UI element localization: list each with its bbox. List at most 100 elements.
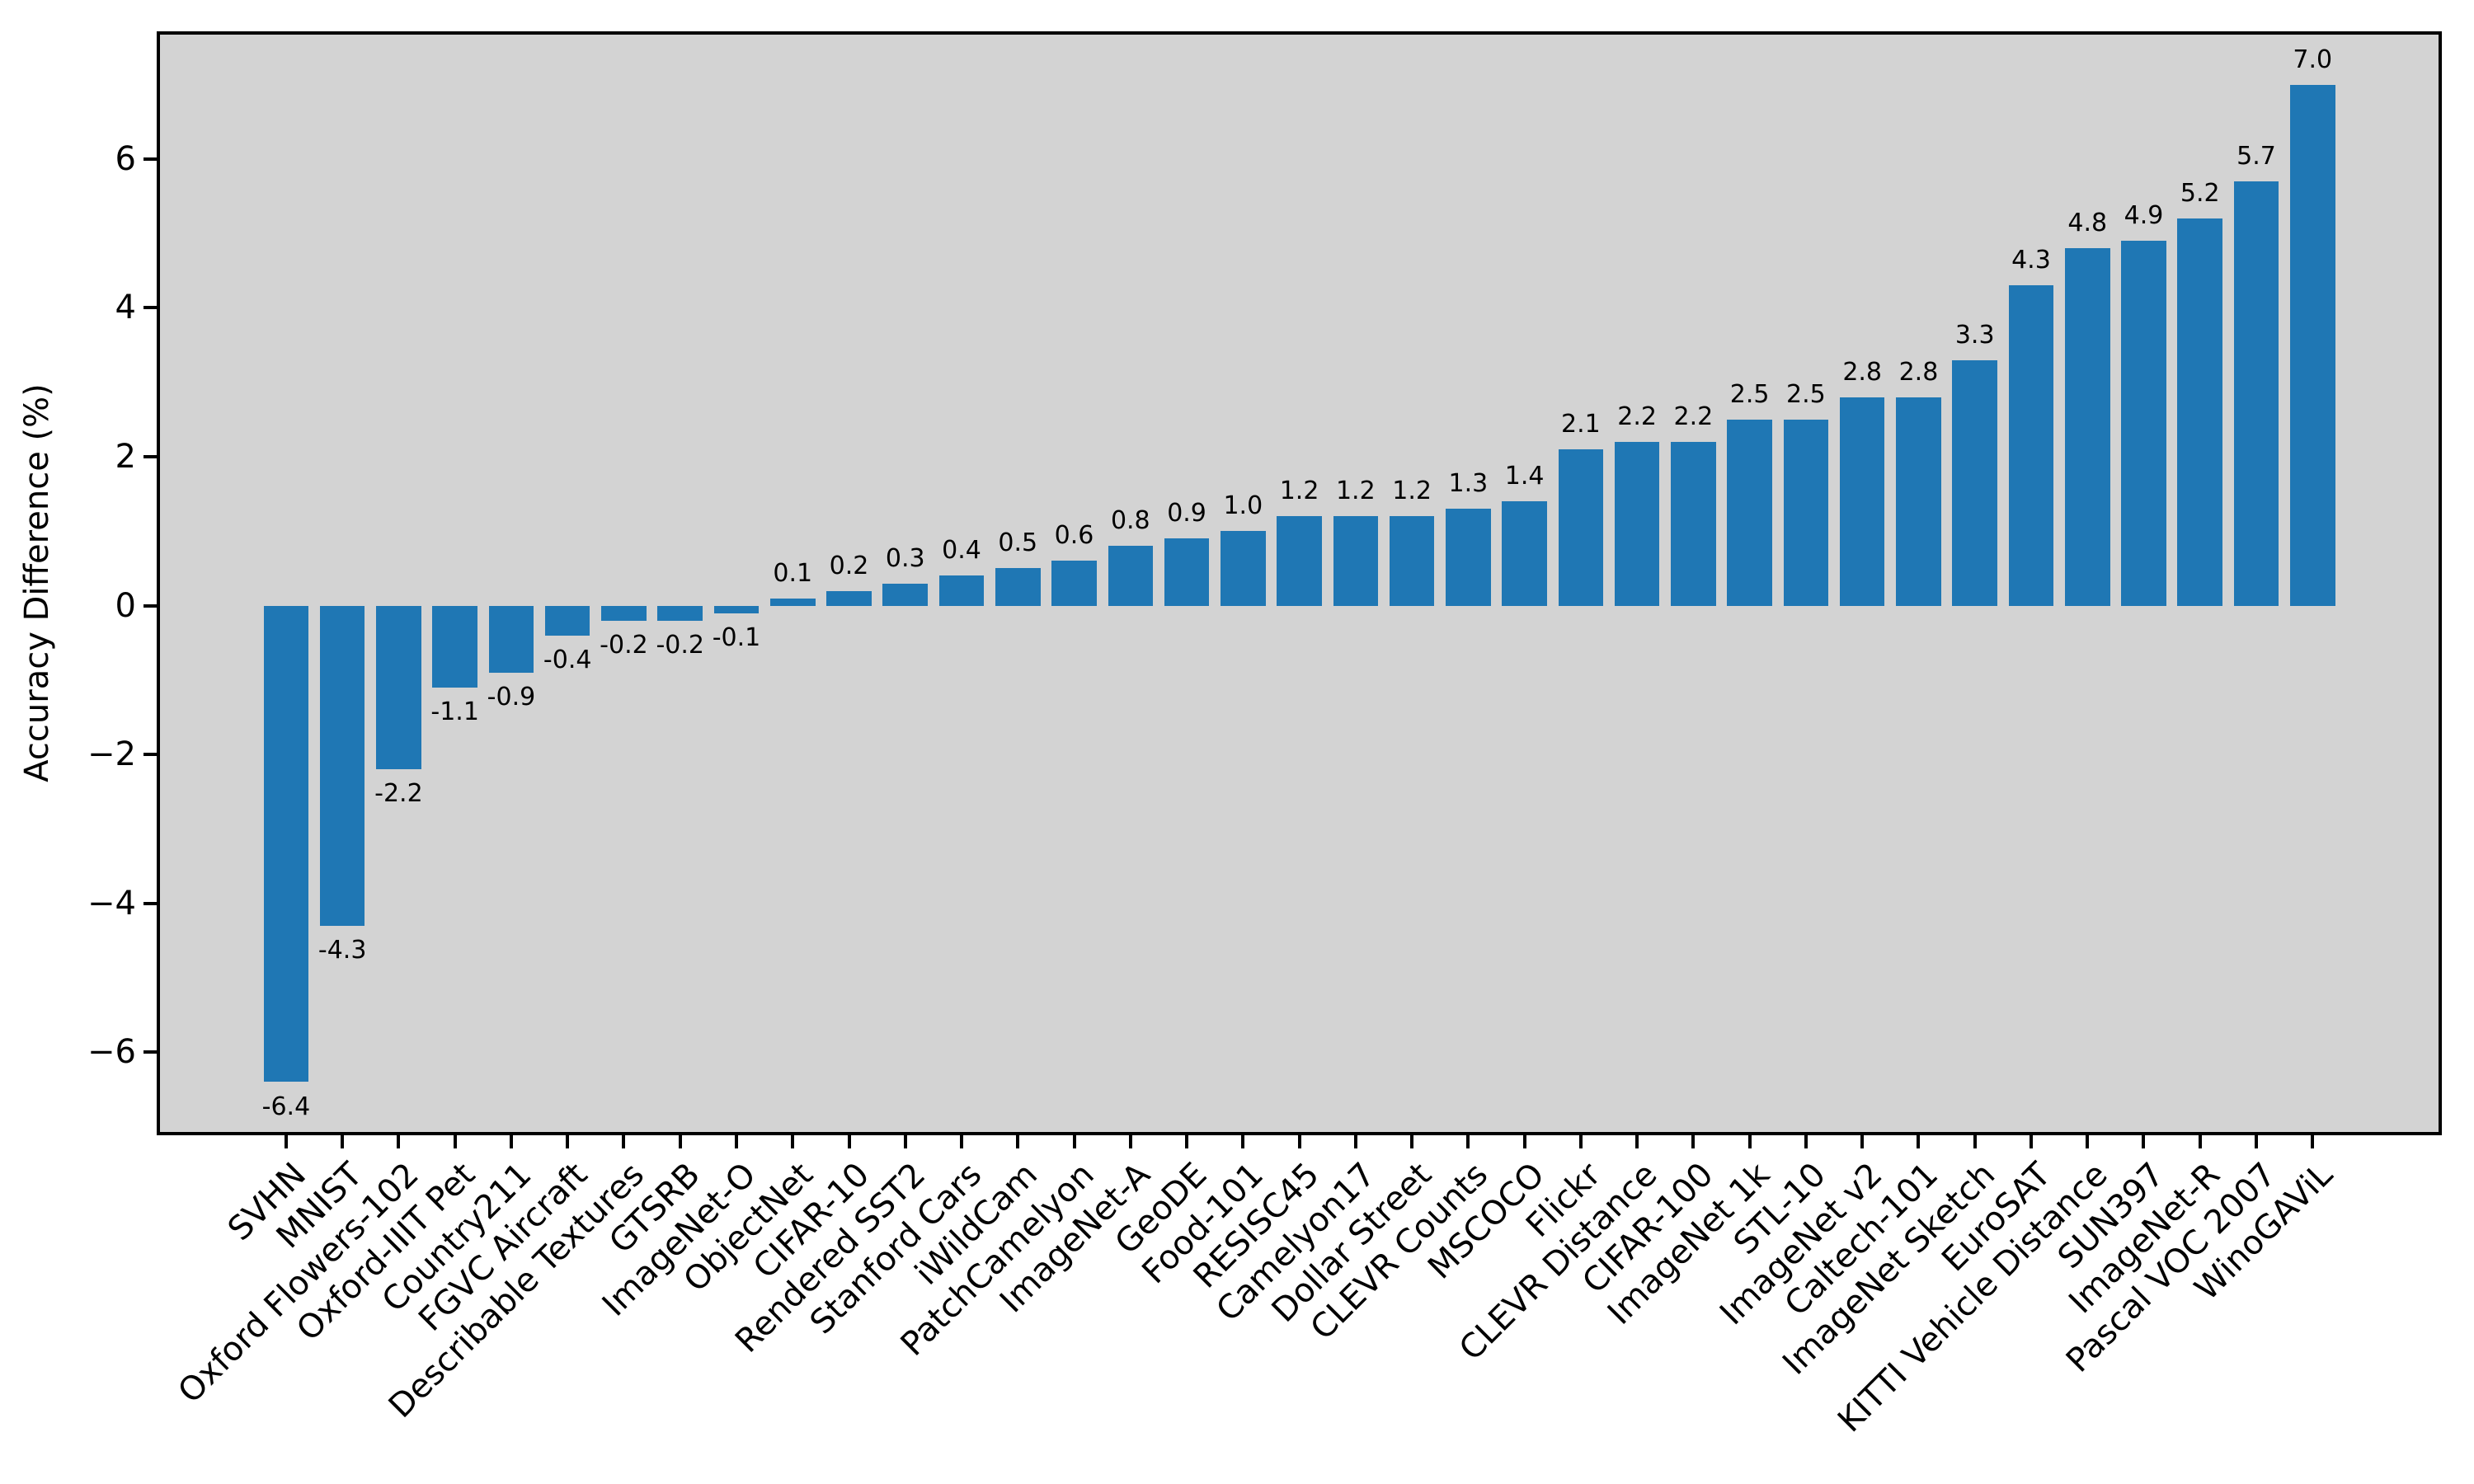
y-tick-label: −2 (87, 735, 136, 774)
x-tick-mark (284, 1135, 288, 1148)
bar-ImageNet Sketch (1952, 359, 1997, 606)
x-tick-mark (1297, 1135, 1301, 1148)
x-tick-mark (2255, 1135, 2258, 1148)
y-tick-label: 6 (115, 139, 136, 178)
bar-value-label: 2.8 (1898, 357, 1939, 387)
bar-EuroSAT (2008, 285, 2054, 606)
bar-Oxford-IIIT Pet (432, 605, 477, 688)
x-tick-mark (1522, 1135, 1526, 1148)
plot-area: -6.4 -4.3 -2.2 -1.1 -0.9 -0.4 -0.2 -0.2 -0.1 0.1 0… (157, 31, 2442, 1135)
x-tick-mark (847, 1135, 851, 1148)
bar-value-label: 0.3 (885, 543, 925, 573)
bar-value-label: 1.0 (1223, 491, 1263, 521)
bar-GTSRB (657, 605, 703, 621)
x-tick-mark (453, 1135, 457, 1148)
bar-ImageNet-O (713, 605, 760, 613)
x-tick-mark (1353, 1135, 1357, 1148)
bar-value-label: 2.5 (1786, 379, 1826, 409)
bar-KITTI Vehicle Distance (2064, 248, 2110, 606)
bar-value-label: 0.1 (773, 558, 813, 588)
bar-Stanford Cars (938, 575, 985, 606)
y-tick-label: 4 (115, 289, 136, 327)
bar-ImageNet 1k (1727, 419, 1772, 606)
y-tick-mark (143, 454, 157, 458)
y-tick-mark (143, 753, 157, 757)
bar-PatchCamelyon (1051, 561, 1097, 606)
y-tick-label: −6 (87, 1033, 136, 1072)
bar-CLEVR Counts (1446, 509, 1491, 606)
bar-value-label: -4.3 (317, 935, 367, 965)
bar-MNIST (319, 605, 365, 926)
x-tick-mark (791, 1135, 795, 1148)
bar-CIFAR-10 (826, 590, 872, 606)
x-tick-mark (2311, 1135, 2315, 1148)
x-tick-mark (566, 1135, 570, 1148)
x-tick-mark (903, 1135, 907, 1148)
bar-value-label: 7.0 (2293, 45, 2333, 74)
bar-Country211 (488, 605, 534, 673)
bar-Flickr (1558, 448, 1604, 606)
bar-Camelyon17 (1333, 516, 1379, 606)
x-tick-mark (1072, 1135, 1076, 1148)
bar-Pascal VOC 2007 (2233, 181, 2279, 606)
bar-value-label: -2.2 (374, 779, 423, 809)
bar-ImageNet v2 (1839, 397, 1885, 606)
bar-RESISC45 (1277, 516, 1322, 606)
bar-value-label: 2.1 (1561, 409, 1601, 439)
x-tick-mark (1804, 1135, 1808, 1148)
x-tick-mark (1578, 1135, 1583, 1148)
bar-MSCOCO (1502, 501, 1547, 606)
x-tick-mark (734, 1135, 738, 1148)
bar-value-label: 0.2 (829, 551, 869, 580)
y-tick-label: −4 (87, 884, 136, 923)
x-tick-mark (1016, 1135, 1020, 1148)
bar-SVHN (263, 605, 309, 1082)
x-tick-mark (397, 1135, 401, 1148)
x-tick-mark (1185, 1135, 1189, 1148)
bar-Caltech-101 (1896, 397, 1941, 606)
bar-value-label: 4.9 (2124, 201, 2164, 231)
bar-value-label: 0.9 (1167, 499, 1206, 528)
bar-value-label: -0.1 (712, 622, 761, 652)
bar-value-label: 5.2 (2180, 179, 2220, 209)
bar-value-label: 2.5 (1729, 379, 1770, 409)
x-tick-mark (341, 1135, 345, 1148)
bar-value-label: 1.2 (1392, 477, 1432, 506)
bar-value-label: 0.6 (1054, 521, 1094, 551)
bar-GeoDE (1164, 538, 1210, 606)
x-tick-mark (1410, 1135, 1414, 1148)
x-tick-mark (1635, 1135, 1639, 1148)
bar-Dollar Street (1389, 516, 1435, 606)
bar-value-label: 3.3 (1954, 320, 1995, 350)
x-tick-mark (2029, 1135, 2033, 1148)
bar-SUN397 (2121, 241, 2166, 606)
bar-STL-10 (1783, 419, 1829, 606)
y-tick-label: 0 (115, 586, 136, 625)
bar-value-label: 4.3 (2011, 246, 2051, 275)
bar-value-label: -1.1 (430, 697, 479, 726)
bar-Oxford Flowers-102 (376, 605, 421, 770)
x-tick-mark (1691, 1135, 1696, 1148)
bar-value-label: 2.8 (1842, 357, 1883, 387)
bar-WinoGAViL (2289, 84, 2335, 606)
bar-CLEVR Distance (1614, 441, 1660, 606)
x-tick-mark (678, 1135, 682, 1148)
bar-Food-101 (1221, 531, 1266, 606)
bar-Describable Textures (601, 605, 647, 621)
x-tick-mark (2142, 1135, 2146, 1148)
x-tick-mark (1128, 1135, 1132, 1148)
y-tick-label: 2 (115, 437, 136, 476)
x-tick-mark (1860, 1135, 1865, 1148)
bar-CIFAR-100 (1671, 441, 1716, 606)
y-tick-mark (143, 157, 157, 161)
bar-value-label: -0.2 (656, 630, 704, 660)
y-tick-mark (143, 901, 157, 905)
x-tick-mark (2086, 1135, 2090, 1148)
x-tick-mark (2198, 1135, 2202, 1148)
x-tick-mark (622, 1135, 626, 1148)
bar-value-label: -0.2 (600, 630, 648, 660)
x-tick-mark (1747, 1135, 1752, 1148)
bar-value-label: 1.3 (1448, 469, 1489, 499)
bar-ObjectNet (769, 598, 816, 606)
